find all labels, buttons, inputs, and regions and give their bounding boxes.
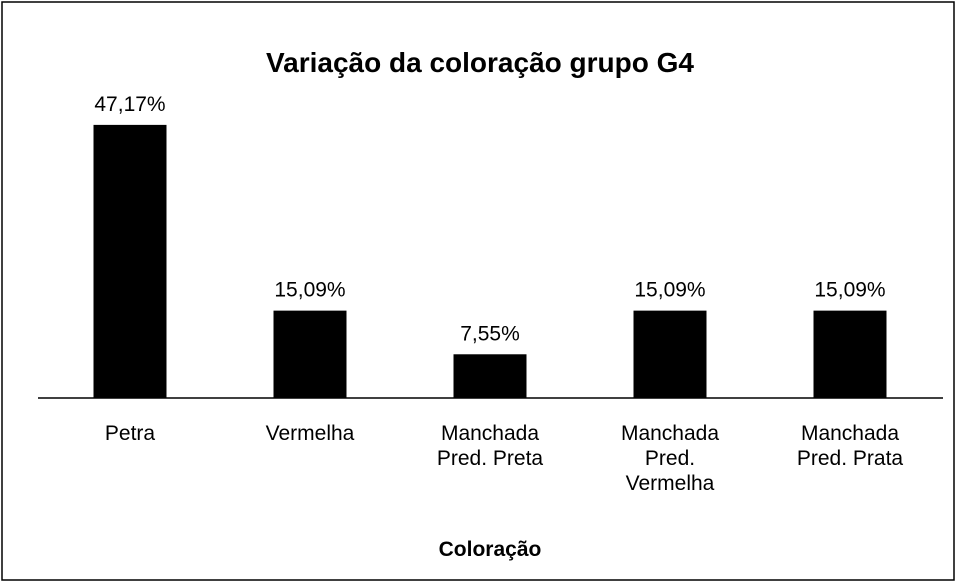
value-label: 15,09%	[634, 279, 705, 302]
bar	[93, 124, 167, 399]
x-tick-label: Manchada Pred. Prata	[796, 422, 904, 470]
x-tick-label: Vermelha	[265, 422, 355, 445]
x-tick-label: Petra	[104, 422, 156, 445]
value-label: 15,09%	[814, 279, 885, 302]
bar	[273, 310, 347, 398]
bar	[633, 310, 707, 398]
x-axis-title: Coloração	[439, 538, 542, 561]
value-label: 15,09%	[274, 279, 345, 302]
x-tick-label: Manchada Pred. Preta	[436, 422, 544, 470]
chart-title: Variação da coloração grupo G4	[266, 47, 694, 78]
value-label: 7,55%	[460, 322, 520, 345]
bar	[813, 310, 887, 398]
x-tick-label: Manchada Pred. Vermelha	[620, 422, 720, 495]
bar	[453, 354, 527, 398]
value-label: 47,17%	[94, 93, 165, 116]
